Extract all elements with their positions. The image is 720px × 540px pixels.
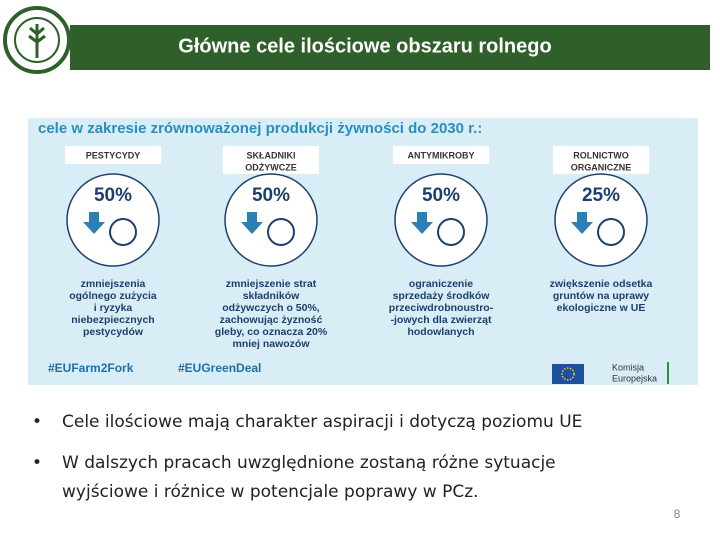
item-icon: [267, 218, 295, 246]
logo-text: Komisja: [612, 362, 644, 372]
item-description: zachowując żyzność: [220, 314, 323, 326]
item-icon: [437, 218, 465, 246]
item-circle: [224, 173, 318, 267]
bullet: • W dalszych pracach uwzględnione zostan…: [32, 449, 556, 507]
item-percent: 25%: [582, 185, 620, 206]
item-description: odżywczych o 50%,: [222, 302, 320, 314]
eu-flag: [552, 364, 584, 384]
item-description: pestycydów: [83, 326, 144, 338]
item-label: ROLNICTWO: [573, 150, 629, 160]
item-label: SKŁADNIKI: [247, 150, 296, 160]
item-label: ORGANICZNE: [571, 162, 632, 172]
item-description: niebezpiecznych: [71, 314, 154, 326]
bullet-text: W dalszych pracach uwzględnione zostaną …: [62, 453, 556, 473]
bullet: • Cele ilościowe mają charakter aspiracj…: [32, 408, 582, 437]
item-description: gleby, co oznacza 20%: [215, 326, 328, 338]
item-description: zmniejszenia: [81, 278, 146, 290]
item-label: ANTYMIKROBY: [408, 150, 475, 160]
item-description: hodowlanych: [407, 326, 474, 338]
bullet-text: wyjściowe i różnice w potencjale poprawy…: [62, 482, 479, 502]
item-icon: [109, 218, 137, 246]
item-circle: [554, 173, 648, 267]
item-icon: [241, 212, 263, 234]
hashtag: #EUFarm2Fork: [48, 361, 134, 375]
item-description: ogólnego zużycia: [69, 290, 157, 302]
item-percent: 50%: [94, 185, 132, 206]
item-description: zwiększenie odsetka: [550, 278, 653, 290]
infographic-heading: cele w zakresie zrównoważonej produkcji …: [38, 120, 482, 137]
item-icon: [597, 218, 625, 246]
item-description: składników: [243, 290, 300, 302]
label-box: [393, 146, 489, 164]
item-label: ODŻYWCZE: [245, 162, 297, 172]
label-box: [65, 146, 161, 164]
item-description: ekologiczne w UE: [557, 302, 646, 314]
item-description: -jowych dla zwierząt: [391, 314, 492, 326]
logo-ring: [14, 17, 60, 63]
logo-bar: [667, 362, 669, 384]
item-circle: [394, 173, 488, 267]
item-circle: [66, 173, 160, 267]
item-percent: 50%: [252, 185, 290, 206]
item-description: zmniejszenie strat: [226, 278, 317, 290]
item-icon: [83, 212, 105, 234]
item-icon: [411, 212, 433, 234]
item-description: sprzedaży środków: [393, 290, 491, 302]
item-description: ograniczenie: [409, 278, 473, 290]
item-description: mniej nawozów: [232, 338, 310, 350]
item-icon: [571, 212, 593, 234]
label-box: [223, 146, 319, 174]
hashtag: #EUGreenDeal: [178, 361, 261, 375]
item-description: gruntów na uprawy: [553, 290, 649, 302]
eu-stars: [561, 367, 575, 381]
title: Główne cele ilościowe obszaru rolnego: [178, 35, 551, 57]
item-label: PESTYCYDY: [86, 150, 141, 160]
item-description: i ryzyka: [94, 302, 133, 314]
bullet-text: Cele ilościowe mają charakter aspiracji …: [62, 412, 583, 432]
logo-text: Europejska: [612, 373, 657, 383]
label-box: [553, 146, 649, 174]
title-bar: [70, 25, 710, 70]
item-percent: 50%: [422, 185, 460, 206]
logo-icon: [28, 24, 46, 58]
page-number: 8: [674, 507, 681, 521]
item-description: przeciwdrobnoustro-: [389, 302, 494, 314]
